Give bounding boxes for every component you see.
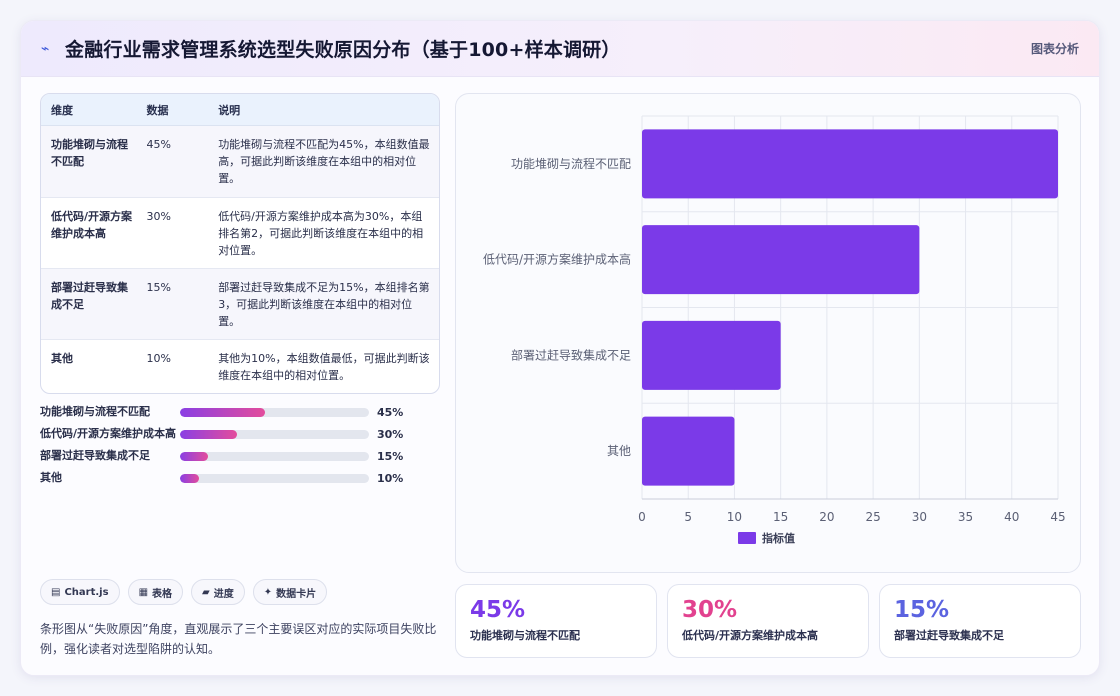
data-table: 维度 数据 说明 功能堆砌与流程不匹配 45% 功能堆砌与流程不匹配为45%，本… [40,93,440,394]
stat-label: 低代码/开源方案维护成本高 [682,629,819,642]
chart-bar [642,129,1058,199]
row-dimension: 功能堆砌与流程不匹配 [51,138,128,168]
x-tick-label: 25 [865,510,880,524]
left-panel: 维度 数据 说明 功能堆砌与流程不匹配 45% 功能堆砌与流程不匹配为45%，本… [40,93,440,492]
tag-label: Chart.js [64,586,109,598]
chart-container: 功能堆砌与流程不匹配低代码/开源方案维护成本高部署过赶导致集成不足其他 0 5 10 1… [455,93,1081,573]
progress-track [180,429,369,439]
progress-value: 10% [377,471,404,485]
tag-label: 数据卡片 [276,588,317,600]
stat-value: 45% [470,597,526,623]
progress-label: 功能堆砌与流程不匹配 [40,405,150,418]
title-wrap: ⌁ 金融行业需求管理系统选型失败原因分布（基于100+样本调研） [41,35,621,62]
category-label: 其他 [607,444,631,458]
chart-icon: ▤ [51,586,61,598]
tag-label: 表格 [152,588,173,600]
row-description: 部署过赶导致集成不足为15%，本组排名第3，可据此判断该维度在本组中的相对位置。 [218,281,430,328]
x-tick-label: 5 [684,510,692,524]
x-tick-label: 40 [1004,510,1019,524]
stat-value: 30% [682,597,738,623]
x-tick-label: 20 [819,510,834,524]
table-header: 维度 数据 说明 [41,94,439,126]
progress-value: 45% [377,405,404,419]
progress-list: 功能堆砌与流程不匹配 45% 低代码/开源方案维护成本高 30% 部署过赶导致集… [40,404,440,486]
tag-table[interactable]: ▦ 表格 [127,579,184,605]
row-dimension: 低代码/开源方案维护成本高 [51,210,133,240]
stat-card: 15% 部署过赶导致集成不足 [879,584,1081,658]
progress-row: 部署过赶导致集成不足 15% [40,448,440,464]
progress-fill [180,429,237,439]
stat-card: 45% 功能堆砌与流程不匹配 [455,584,657,658]
main-card: ⌁ 金融行业需求管理系统选型失败原因分布（基于100+样本调研） 图表分析 维度… [20,20,1100,676]
x-tick-label: 35 [958,510,973,524]
progress-track [180,451,369,461]
legend-swatch [738,532,756,544]
progress-fill [180,407,266,417]
row-value: 45% [146,138,171,151]
progress-label: 部署过赶导致集成不足 [40,449,150,462]
chart-bar [642,225,920,295]
row-dimension: 部署过赶导致集成不足 [51,281,128,311]
stat-cards: 45% 功能堆砌与流程不匹配 30% 低代码/开源方案维护成本高 15% 部署过… [455,584,1081,658]
tag-data-card[interactable]: ✦ 数据卡片 [252,579,328,605]
progress-value: 15% [377,449,404,463]
x-tick-label: 0 [638,510,646,524]
header-dimension: 维度 [51,103,73,117]
category-label: 部署过赶导致集成不足 [511,347,631,362]
row-value: 30% [146,210,171,223]
sparkle-icon: ✦ [263,586,273,598]
tag-progress[interactable]: ▰ 进度 [191,579,245,605]
progress-row: 功能堆砌与流程不匹配 45% [40,404,440,420]
x-tick-label: 45 [1050,510,1065,524]
tag-chartjs[interactable]: ▤ Chart.js [40,579,120,605]
row-description: 低代码/开源方案维护成本高为30%，本组排名第2，可据此判断该维度在本组中的相对… [218,210,424,257]
stat-card: 30% 低代码/开源方案维护成本高 [667,584,869,658]
table-row: 其他 10% 其他为10%，本组数值最低，可据此判断该维度在本组中的相对位置。 [41,340,439,393]
stat-label: 功能堆砌与流程不匹配 [470,629,580,642]
row-description: 其他为10%，本组数值最低，可据此判断该维度在本组中的相对位置。 [218,352,430,382]
progress-fill [180,451,209,461]
progress-icon: ▰ [202,586,210,598]
header-description: 说明 [218,103,241,117]
tag-label: 进度 [213,588,234,600]
chart-bar [642,416,735,486]
header-data: 数据 [146,103,169,117]
progress-value: 30% [377,427,404,441]
table-icon: ▦ [138,586,149,598]
chart-note: 条形图从“失败原因”角度，直观展示了三个主要误区对应的实际项目失败比例，强化读者… [40,622,437,656]
row-value: 10% [146,352,171,365]
chart-icon: ⌁ [41,40,50,57]
row-value: 15% [146,281,171,294]
progress-row: 其他 10% [40,470,440,486]
x-tick-label: 30 [912,510,927,524]
progress-track [180,473,369,483]
legend-label: 指标值 [762,531,795,545]
x-tick-label: 15 [773,510,788,524]
header: ⌁ 金融行业需求管理系统选型失败原因分布（基于100+样本调研） 图表分析 [21,21,1099,77]
progress-track [180,407,369,417]
stat-value: 15% [894,597,950,623]
row-dimension: 其他 [51,352,73,365]
stat-label: 部署过赶导致集成不足 [894,629,1004,642]
table-row: 低代码/开源方案维护成本高 30% 低代码/开源方案维护成本高为30%，本组排名… [41,198,439,269]
progress-row: 低代码/开源方案维护成本高 30% [40,426,440,442]
table-row: 功能堆砌与流程不匹配 45% 功能堆砌与流程不匹配为45%，本组数值最高，可据此… [41,126,439,198]
tag-list: ▤ Chart.js ▦ 表格 ▰ 进度 ✦ 数据卡片 [40,579,328,605]
progress-label: 低代码/开源方案维护成本高 [40,427,177,440]
progress-fill [180,473,199,483]
x-tick-label: 10 [727,510,742,524]
page-title: 金融行业需求管理系统选型失败原因分布（基于100+样本调研） [65,39,621,61]
chart-analysis-link[interactable]: 图表分析 [1030,42,1079,56]
category-label: 功能堆砌与流程不匹配 [511,156,631,171]
row-description: 功能堆砌与流程不匹配为45%，本组数值最高，可据此判断该维度在本组中的相对位置。 [218,138,430,185]
category-label: 低代码/开源方案维护成本高 [483,252,631,267]
chart-bar [642,320,781,390]
table-row: 部署过赶导致集成不足 15% 部署过赶导致集成不足为15%，本组排名第3，可据此… [41,269,439,340]
progress-label: 其他 [40,471,62,484]
